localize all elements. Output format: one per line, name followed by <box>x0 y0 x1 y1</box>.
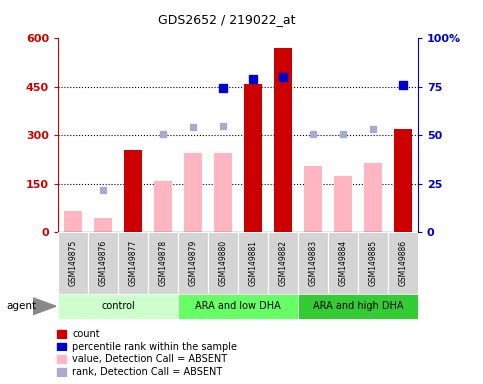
Bar <box>148 232 178 294</box>
Bar <box>268 232 298 294</box>
Text: GSM149875: GSM149875 <box>69 240 77 286</box>
Bar <box>244 84 262 232</box>
Bar <box>358 232 388 294</box>
Bar <box>208 232 238 294</box>
Bar <box>298 294 418 319</box>
Text: GSM149881: GSM149881 <box>248 240 257 286</box>
Text: rank, Detection Call = ABSENT: rank, Detection Call = ABSENT <box>72 367 223 377</box>
Bar <box>274 48 292 232</box>
Bar <box>118 232 148 294</box>
Text: GSM149880: GSM149880 <box>218 240 227 286</box>
Bar <box>64 211 82 232</box>
Bar <box>238 232 268 294</box>
Text: control: control <box>101 301 135 311</box>
Polygon shape <box>57 343 67 350</box>
Bar <box>334 176 352 232</box>
Text: ARA and high DHA: ARA and high DHA <box>313 301 403 311</box>
Bar <box>304 166 322 232</box>
Text: GSM149886: GSM149886 <box>398 240 407 286</box>
Bar <box>214 153 232 232</box>
Bar <box>388 232 418 294</box>
Bar <box>58 294 178 319</box>
Bar <box>88 232 118 294</box>
Text: GSM149876: GSM149876 <box>99 240 107 286</box>
Text: ARA and low DHA: ARA and low DHA <box>195 301 281 311</box>
Polygon shape <box>57 356 67 363</box>
Bar <box>94 218 112 232</box>
Bar <box>154 180 172 232</box>
Text: GSM149879: GSM149879 <box>188 240 198 286</box>
Polygon shape <box>57 368 67 376</box>
Text: GSM149884: GSM149884 <box>338 240 347 286</box>
Text: GSM149878: GSM149878 <box>158 240 168 286</box>
Bar <box>184 153 202 232</box>
Bar <box>178 294 298 319</box>
Bar <box>124 150 142 232</box>
Polygon shape <box>33 298 56 315</box>
Text: GDS2652 / 219022_at: GDS2652 / 219022_at <box>158 13 296 26</box>
Bar <box>298 232 328 294</box>
Bar <box>328 232 358 294</box>
Bar <box>58 232 88 294</box>
Text: GSM149885: GSM149885 <box>369 240 377 286</box>
Bar <box>364 163 382 232</box>
Text: agent: agent <box>6 301 36 311</box>
Text: GSM149882: GSM149882 <box>278 240 287 286</box>
Text: GSM149877: GSM149877 <box>128 240 138 286</box>
Text: percentile rank within the sample: percentile rank within the sample <box>72 342 238 352</box>
Text: GSM149883: GSM149883 <box>308 240 317 286</box>
Polygon shape <box>57 330 67 338</box>
Text: count: count <box>72 329 100 339</box>
Text: value, Detection Call = ABSENT: value, Detection Call = ABSENT <box>72 354 227 364</box>
Bar <box>394 129 412 232</box>
Bar <box>178 232 208 294</box>
